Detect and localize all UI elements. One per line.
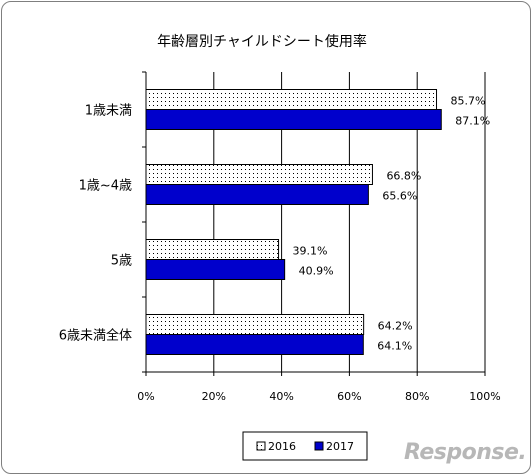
bar-2016 [145, 89, 438, 110]
bar-2017 [145, 109, 442, 130]
bar-2016 [145, 314, 365, 335]
x-tick-label: 80% [405, 390, 429, 403]
legend-label-2017: 2017 [326, 440, 354, 453]
x-tick-label: 20% [202, 390, 226, 403]
category-label: 1歳~4歳 [79, 179, 132, 194]
data-label-2016: 85.7% [451, 95, 486, 108]
chart-title: 年齢層別チャイルドシート使用率 [157, 33, 367, 50]
data-label-2016: 39.1% [293, 245, 328, 258]
bar-2017 [145, 184, 369, 205]
legend-label-2016: 2016 [268, 440, 296, 453]
legend-swatch-2016 [256, 441, 266, 451]
data-label-2017: 64.1% [377, 340, 412, 353]
response-watermark: Response. [404, 440, 527, 465]
x-tick-label: 60% [337, 390, 361, 403]
x-tick-label: 0% [137, 390, 154, 403]
bar-2017 [145, 334, 364, 355]
data-label-2017: 40.9% [299, 265, 334, 278]
x-tick-label: 100% [469, 390, 500, 403]
data-label-2016: 64.2% [378, 320, 413, 333]
bar-2016 [145, 164, 373, 185]
bar-2016 [145, 239, 280, 260]
data-label-2017: 65.6% [382, 190, 417, 203]
category-label: 1歳未満 [85, 104, 132, 119]
x-tick-label: 40% [269, 390, 293, 403]
category-label: 6歳未満全体 [59, 328, 132, 344]
legend-swatch-2017 [314, 441, 324, 451]
data-label-2016: 66.8% [386, 170, 421, 183]
data-label-2017: 87.1% [455, 115, 490, 128]
bar-2017 [145, 259, 286, 280]
category-label: 5歳 [111, 254, 132, 269]
